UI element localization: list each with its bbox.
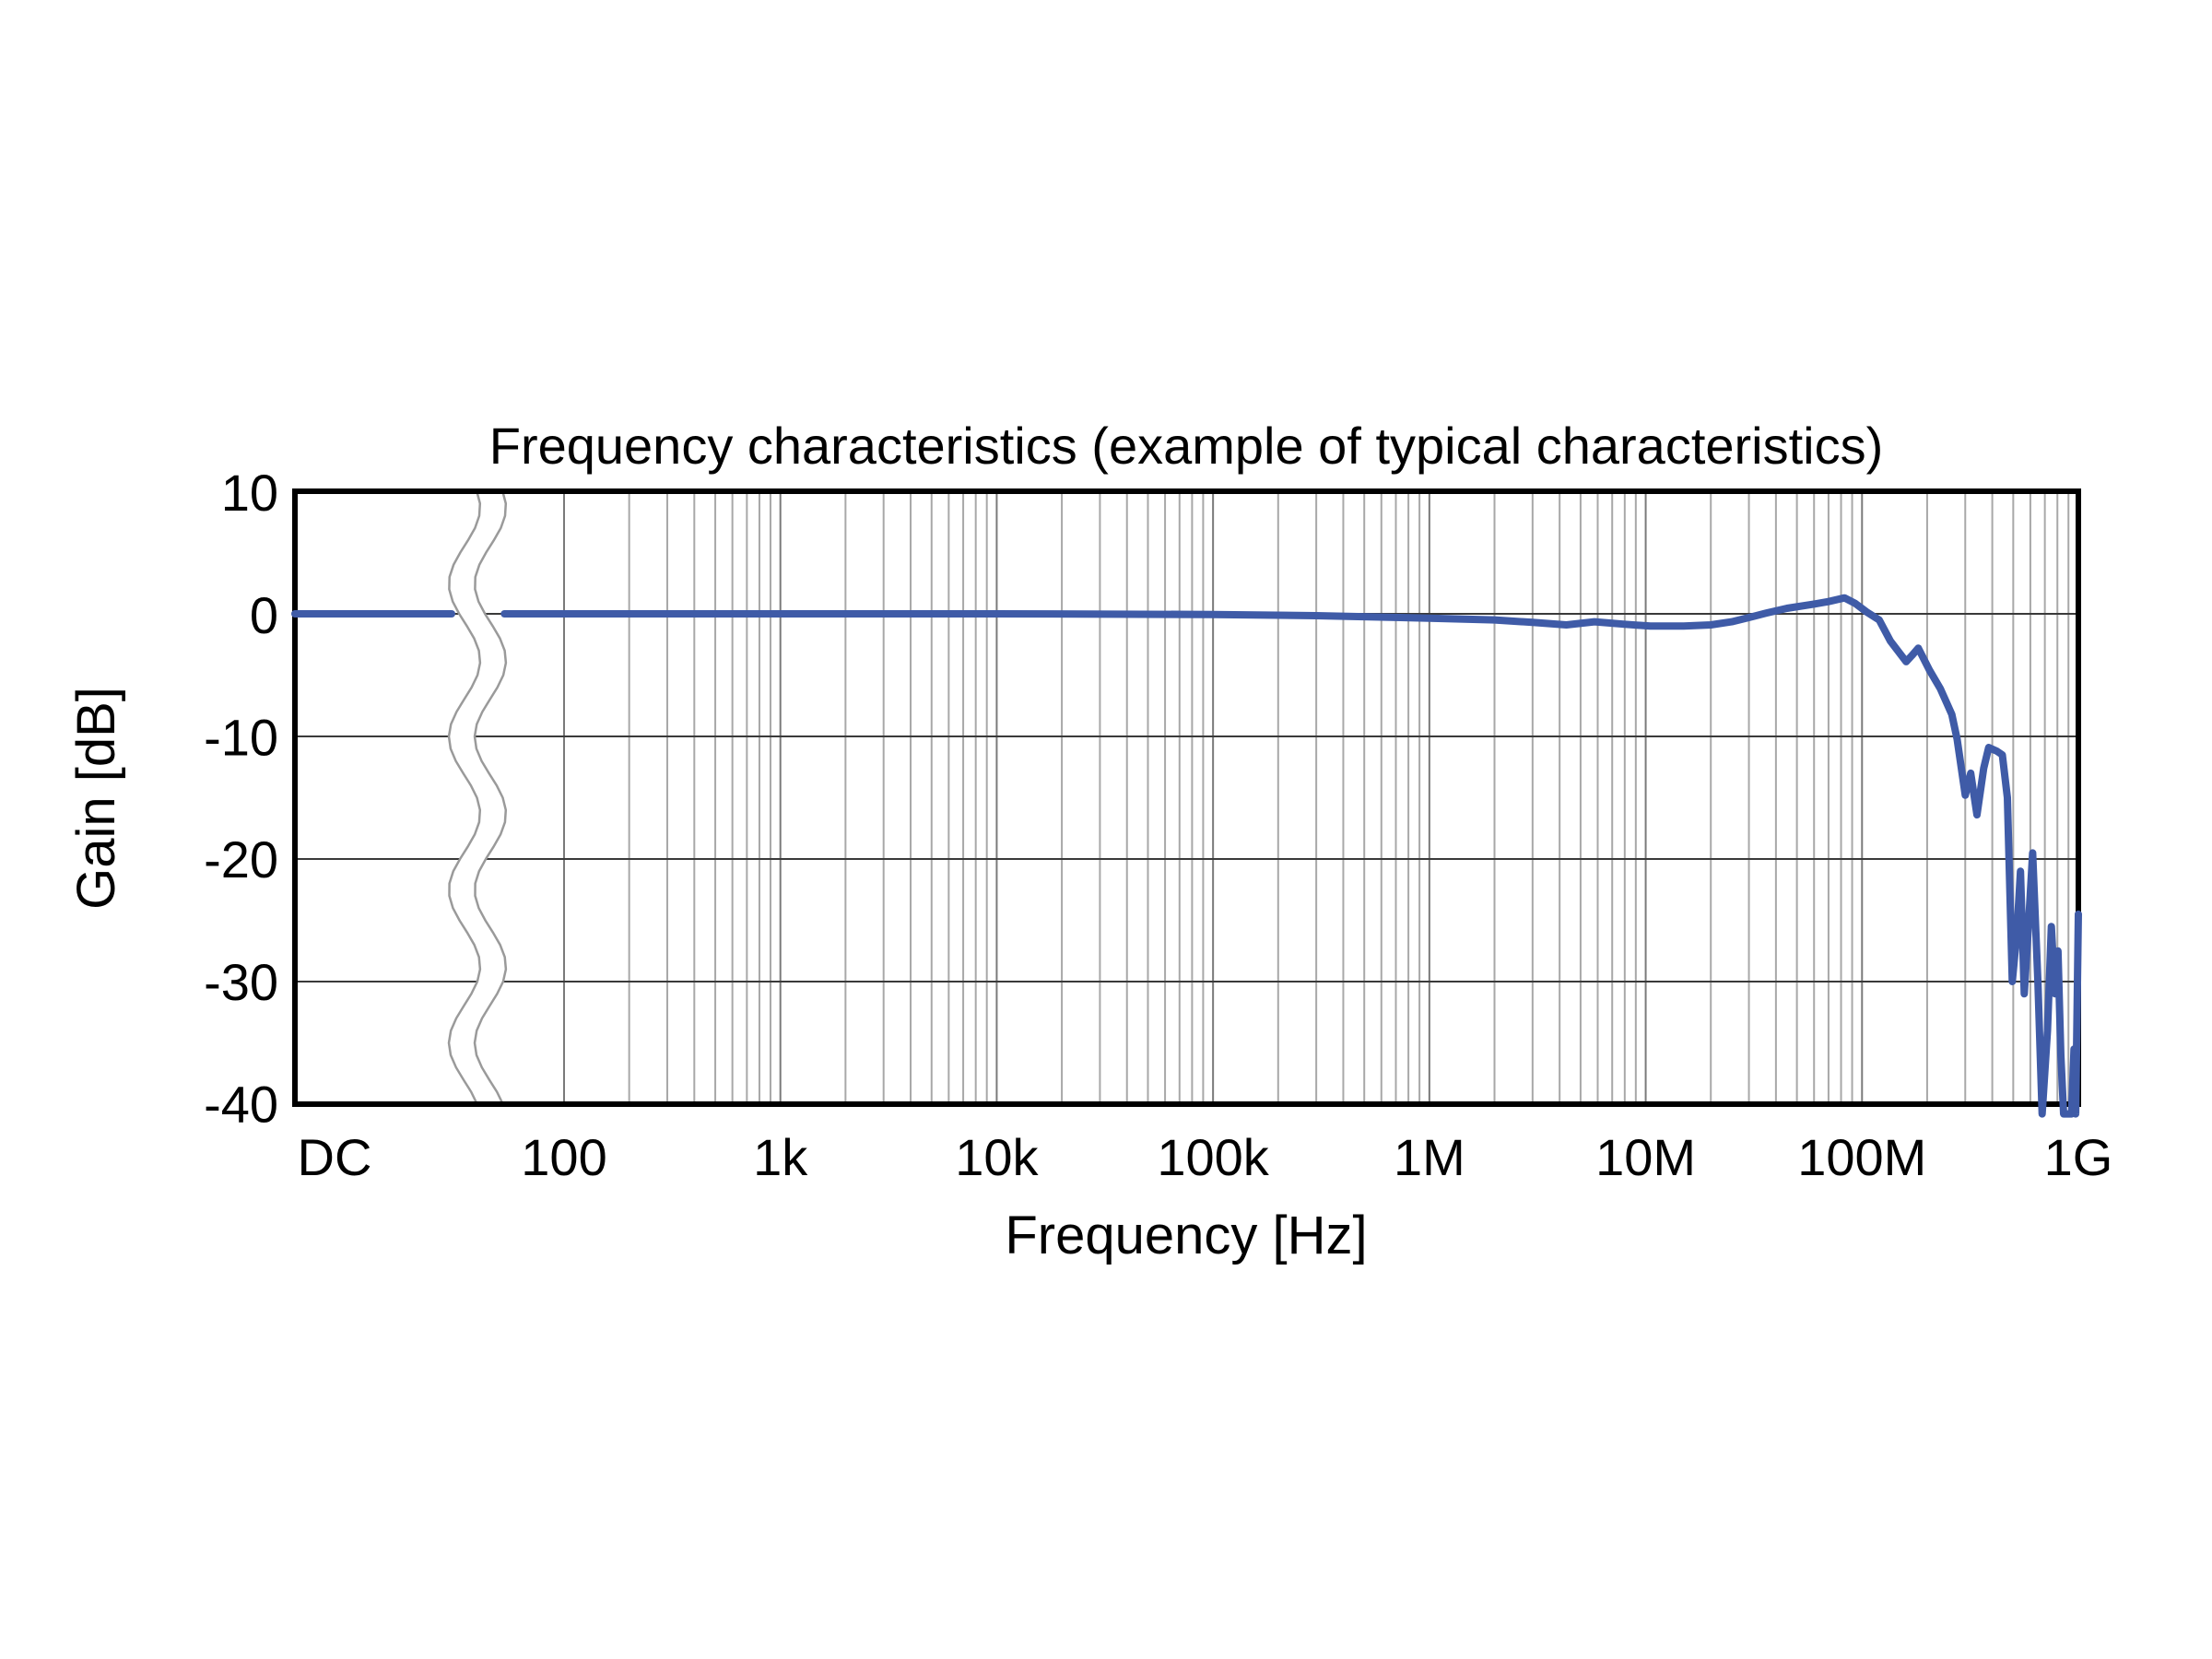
grid-layer <box>295 491 2078 1104</box>
x-tick-100k: 100k <box>1157 1128 1269 1186</box>
x-tick-10M: 10M <box>1595 1128 1696 1186</box>
x-tick-1k: 1k <box>753 1128 808 1186</box>
axis-break-wave <box>473 490 508 1105</box>
x-tick-100: 100 <box>521 1128 606 1186</box>
x-axis-title: Frequency [Hz] <box>1005 1206 1367 1265</box>
y-tick--20: -20 <box>204 830 278 888</box>
y-tick-10: 10 <box>221 464 278 522</box>
axis-break-wave <box>447 490 482 1105</box>
y-tick-0: 0 <box>250 586 278 644</box>
x-tick-1M: 1M <box>1394 1128 1465 1186</box>
y-axis-tick-labels: 10 0 -10 -20 -30 -40 <box>204 464 278 1134</box>
y-tick--30: -30 <box>204 953 278 1011</box>
gain-curve <box>500 594 2082 1118</box>
y-axis-title: Gain [dB] <box>66 687 126 910</box>
axis-break <box>447 490 508 1105</box>
x-tick-1G: 1G <box>2044 1128 2113 1186</box>
x-tick-10k: 10k <box>955 1128 1039 1186</box>
plot-frame <box>292 488 2081 1107</box>
y-tick--40: -40 <box>204 1076 278 1134</box>
y-tick--10: -10 <box>204 709 278 767</box>
chart-title: Frequency characteristics (example of ty… <box>489 417 1884 475</box>
x-tick-100M: 100M <box>1797 1128 1926 1186</box>
x-tick-dc: DC <box>298 1128 372 1186</box>
x-axis-tick-labels: DC 100 1k 10k 100k 1M 10M 100M 1G <box>298 1128 2113 1186</box>
